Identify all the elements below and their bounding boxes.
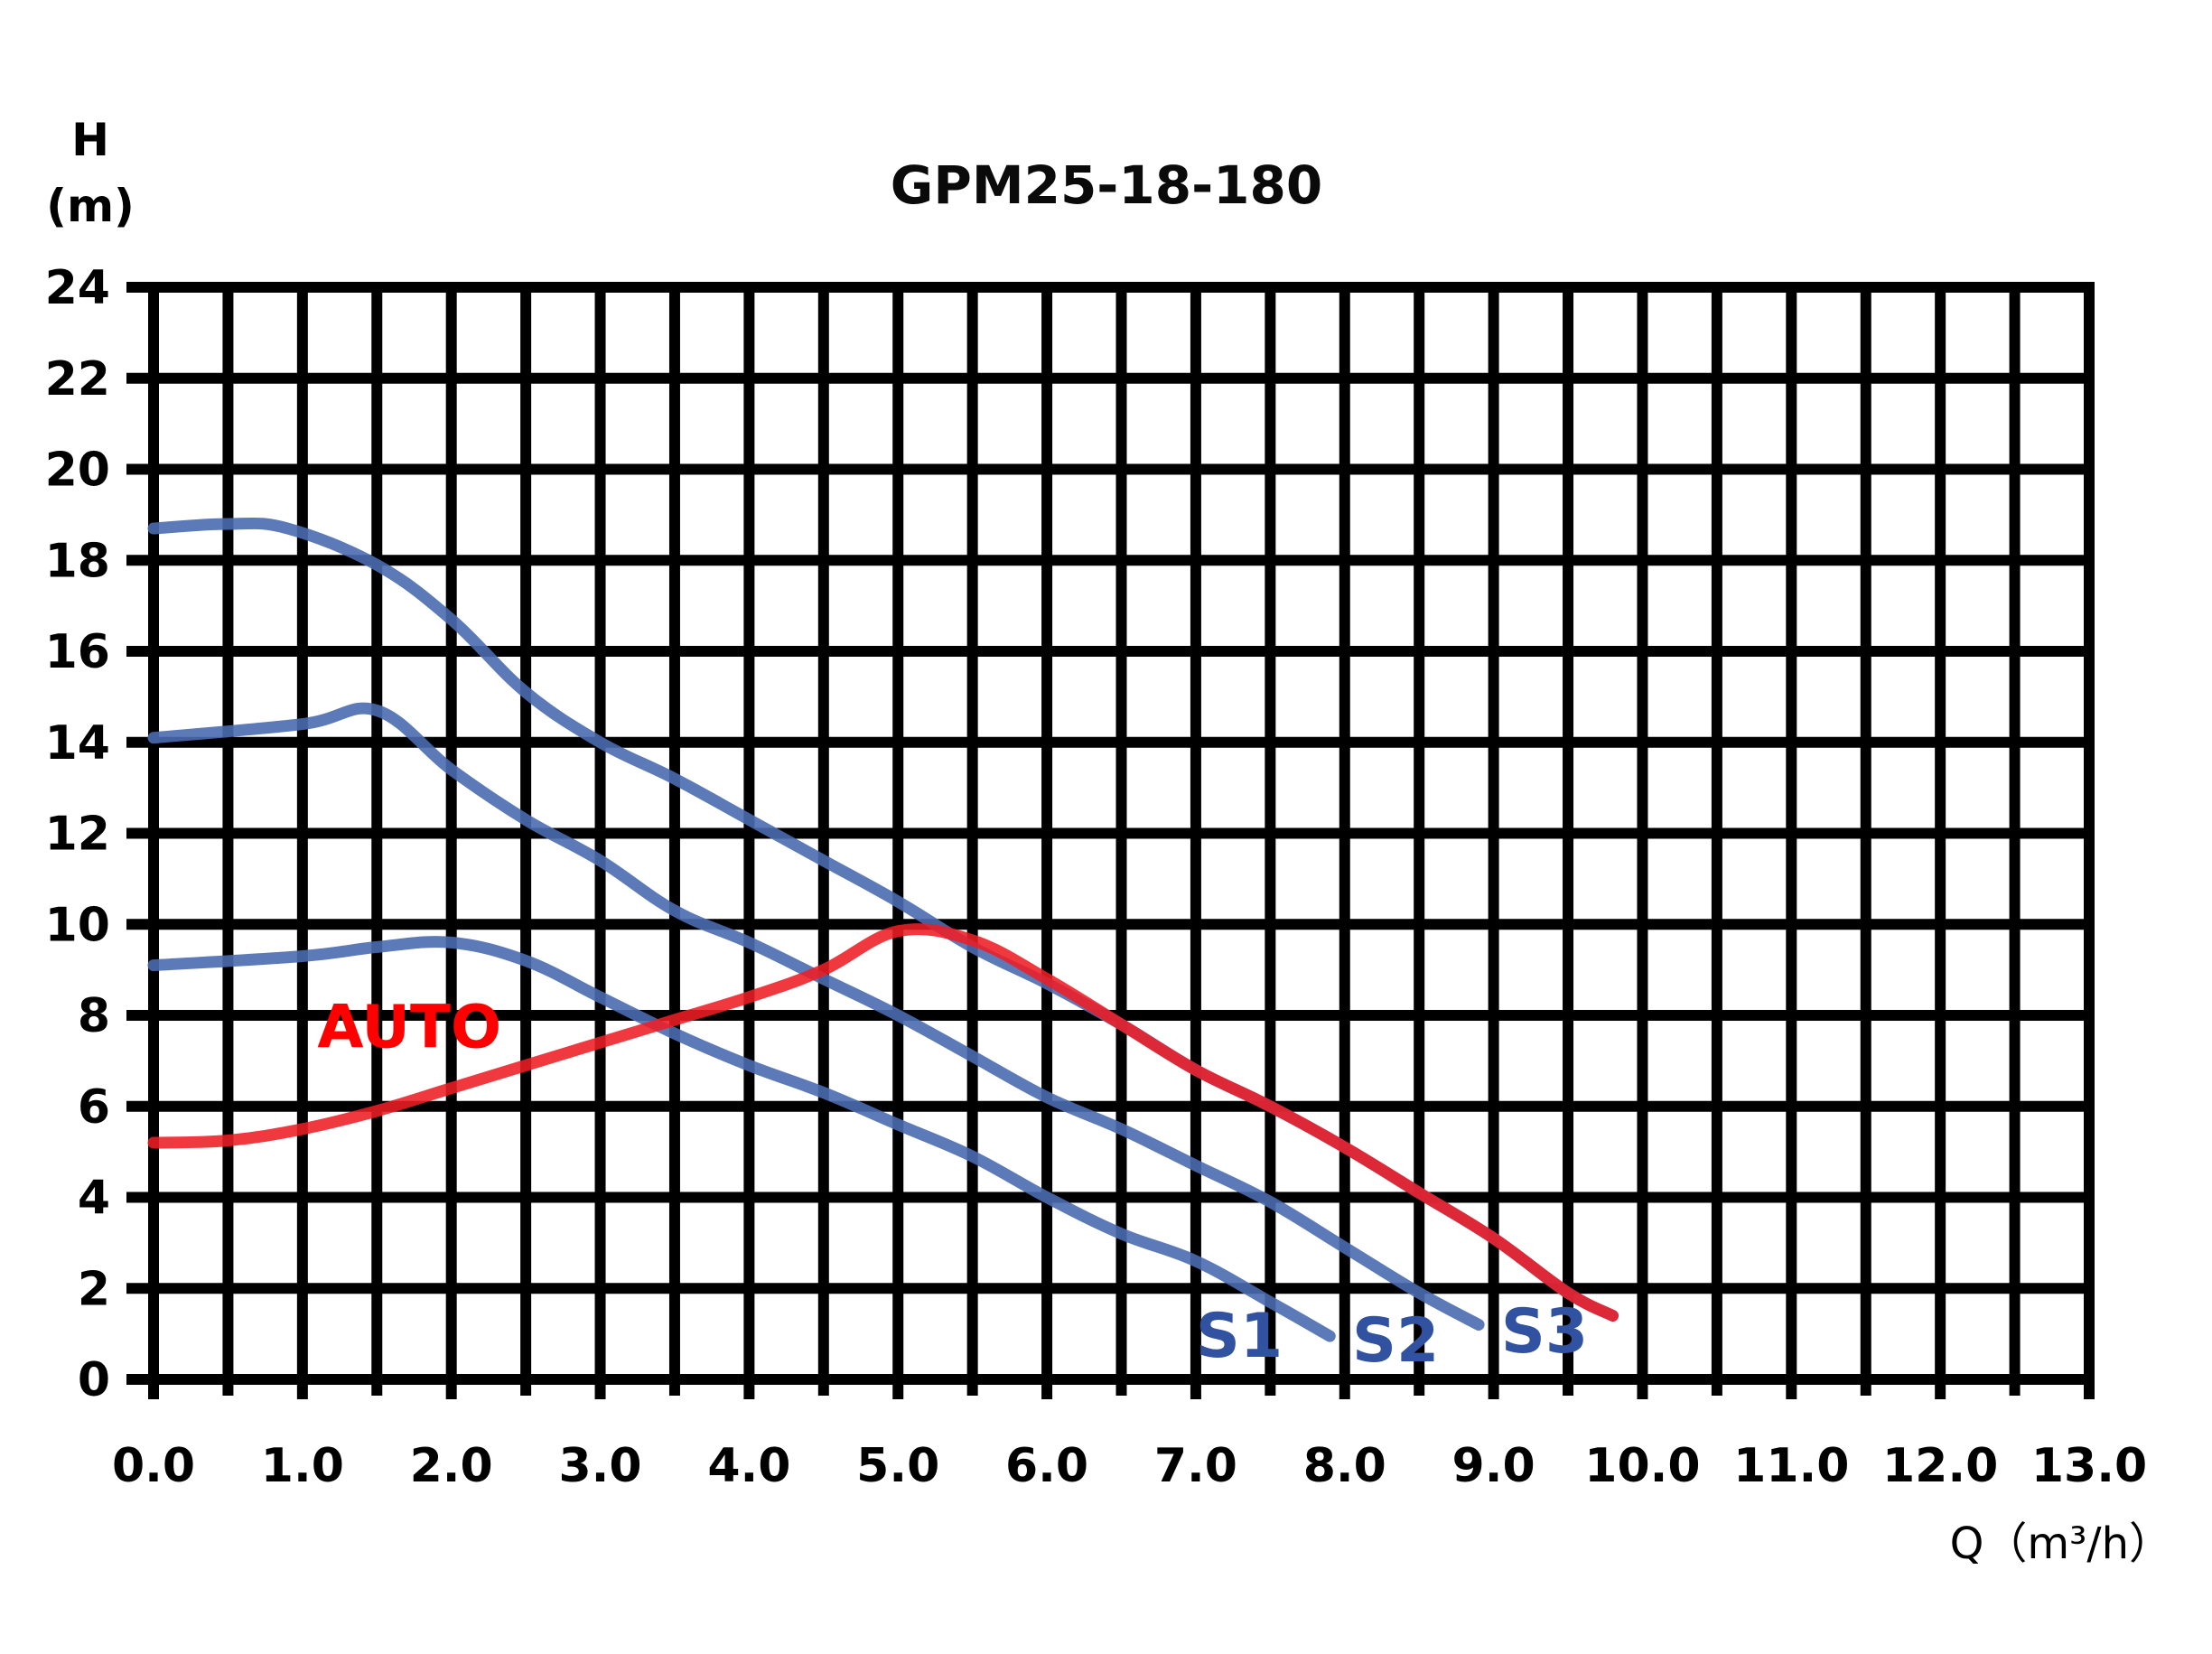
curve-labels: AUTO S1 S2 S3 bbox=[317, 992, 1588, 1377]
x-tick-label: 11.0 bbox=[1733, 1439, 1849, 1493]
y-tick-label: 6 bbox=[78, 1080, 110, 1135]
y-tick-label: 14 bbox=[45, 716, 110, 771]
y-tick-label: 20 bbox=[45, 444, 110, 498]
y-tick-label: 0 bbox=[78, 1353, 110, 1407]
label-s2: S2 bbox=[1352, 1305, 1439, 1377]
x-tick-label: 3.0 bbox=[558, 1439, 641, 1493]
x-tick-label: 0.0 bbox=[112, 1439, 195, 1493]
x-axis-ticks: 0.0 1.0 2.0 3.0 4.0 5.0 6.0 7.0 8.0 9.0 10.0 11.0 12… bbox=[112, 1439, 2147, 1493]
curves bbox=[147, 517, 1619, 1342]
x-tick-label: 4.0 bbox=[707, 1439, 790, 1493]
label-s1: S1 bbox=[1196, 1301, 1283, 1372]
y-tick-label: 4 bbox=[78, 1172, 110, 1226]
x-tick-label: 9.0 bbox=[1452, 1439, 1535, 1493]
x-tick-label: 10.0 bbox=[1584, 1439, 1700, 1493]
y-tick-label: 18 bbox=[45, 534, 110, 588]
label-auto: AUTO bbox=[317, 992, 501, 1061]
x-tick-label: 12.0 bbox=[1882, 1439, 1998, 1493]
x-tick-label: 13.0 bbox=[2031, 1439, 2147, 1493]
y-tick-label: 10 bbox=[45, 898, 110, 952]
curve-s2 bbox=[147, 702, 1485, 1331]
y-tick-label: 22 bbox=[45, 352, 110, 406]
grid bbox=[126, 282, 2095, 1399]
y-tick-label: 8 bbox=[78, 989, 110, 1043]
curve-auto bbox=[147, 923, 1619, 1322]
x-tick-label: 5.0 bbox=[856, 1439, 939, 1493]
chart-title: GPM25-18-180 bbox=[891, 154, 1322, 216]
x-axis-label: Q（m³/h） bbox=[1950, 1519, 2172, 1569]
y-tick-label: 12 bbox=[45, 808, 110, 862]
y-tick-label: 24 bbox=[45, 261, 110, 315]
x-tick-label: 1.0 bbox=[261, 1439, 344, 1493]
x-tick-label: 7.0 bbox=[1154, 1439, 1237, 1493]
x-tick-label: 6.0 bbox=[1005, 1439, 1088, 1493]
label-s3: S3 bbox=[1501, 1296, 1588, 1368]
x-tick-label: 2.0 bbox=[410, 1439, 493, 1493]
y-tick-label: 16 bbox=[45, 625, 110, 679]
y-axis-label-h: H bbox=[71, 114, 109, 166]
curve-s1 bbox=[147, 936, 1336, 1342]
x-tick-label: 8.0 bbox=[1303, 1439, 1386, 1493]
y-tick-label: 2 bbox=[78, 1262, 110, 1316]
y-axis-label-unit: (m) bbox=[46, 180, 135, 232]
